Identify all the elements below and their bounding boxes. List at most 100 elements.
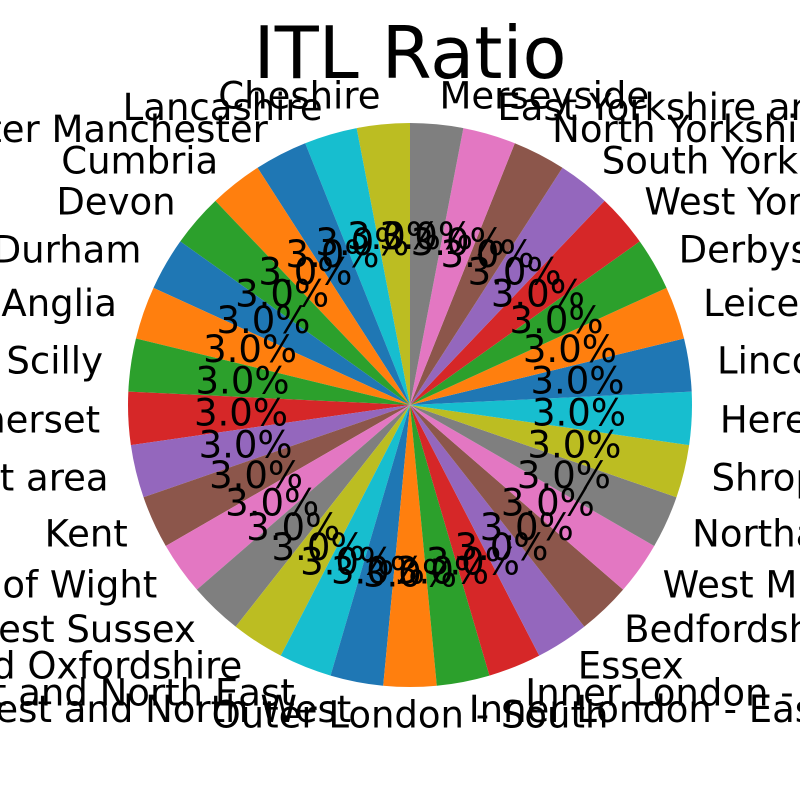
- slice-label: Northamptonshire: [692, 512, 800, 555]
- percent-label: 3.0%: [441, 233, 535, 276]
- percent-label: 3.0%: [315, 221, 409, 264]
- pie-slice-east-yorkshire-and-northern-lincolnshire: [410, 128, 515, 405]
- slice-label: Lincolnshire: [717, 339, 800, 382]
- pie-slice-bedfordshire-and-hertfordshire: [410, 405, 624, 627]
- pie-slice-essex: [410, 405, 585, 656]
- percent-label: 3.0%: [331, 550, 425, 593]
- percent-label: 3.0%: [216, 299, 310, 342]
- pie-slice-hampshire-and-isle-of-wight-area: [130, 405, 410, 498]
- slice-label: East Anglia: [0, 282, 117, 325]
- slice-label: Derbyshire and Nottinghamshire: [679, 228, 800, 271]
- slice-label: Kent: [45, 512, 128, 555]
- pie-slice-greater-manchester: [257, 143, 410, 405]
- pie-slice-shropshire-and-staffordshire: [410, 405, 690, 498]
- percent-label: 3.0%: [194, 392, 288, 435]
- slice-label: Isle of Wight: [0, 563, 157, 606]
- slice-label: Herefordshire, Worcestershire and Warwic…: [720, 398, 800, 441]
- percent-label: 3.0%: [363, 553, 457, 596]
- pie-slice-cumbria: [215, 167, 410, 405]
- slice-label: Essex: [578, 644, 684, 687]
- percent-label: 3.0%: [209, 454, 303, 497]
- slice-label: Bedfordshire and Hertfordshire: [624, 608, 800, 651]
- pie-slice-cheshire: [356, 123, 410, 405]
- slice-label: Devon: [56, 180, 175, 223]
- pie-slice-outer-london-east-and-north-east: [280, 405, 410, 676]
- pie-slice-inner-london-east: [410, 405, 490, 686]
- pie-slices: [128, 123, 692, 687]
- percent-label: 3.0%: [480, 506, 574, 549]
- slice-label: Outer London - West and North West: [0, 688, 351, 731]
- percent-label: 3.0%: [285, 233, 379, 276]
- slice-label: East Yorkshire and Northern Lincolnshire: [497, 86, 800, 129]
- percent-label: 3.0%: [395, 550, 489, 593]
- slice-label: West Midlands: [663, 563, 800, 606]
- percent-label: 3.0%: [517, 454, 611, 497]
- pie-slice-west-sussex: [196, 405, 410, 627]
- percent-label: 3.0%: [199, 423, 293, 466]
- pie-slice-berkshire-buckinghamshire-and-oxfordshire: [235, 405, 410, 656]
- pie-slice-devon: [180, 200, 410, 405]
- percent-label: 3.0%: [203, 328, 297, 371]
- percent-label: 3.0%: [532, 392, 626, 435]
- pie-slice-leicestershire-rutland-and-northamptonshire: [410, 287, 685, 405]
- pie-slice-east-anglia: [135, 287, 410, 405]
- pie-slice-south-yorkshire: [410, 167, 605, 405]
- slice-label: Dorset and Somerset: [0, 398, 100, 441]
- percent-labels: 3.0%3.0%3.0%3.0%3.0%3.0%3.0%3.0%3.0%3.0%…: [194, 215, 626, 596]
- percent-label: 3.0%: [258, 250, 352, 293]
- percent-label: 3.0%: [347, 215, 441, 258]
- percent-label: 3.0%: [272, 526, 366, 569]
- slice-label: West Yorkshire: [644, 180, 800, 223]
- slice-labels: CheshireLancashireGreater ManchesterCumb…: [0, 75, 800, 737]
- slice-label: West Sussex: [0, 608, 196, 651]
- pie-slice-herefordshire-worcestershire-and-warwickshire: [410, 391, 692, 446]
- percent-label: 3.0%: [196, 359, 290, 402]
- pie-slice-inner-london-west: [410, 405, 540, 676]
- percent-label: 3.0%: [246, 506, 340, 549]
- percent-label: 3.0%: [379, 215, 473, 258]
- slice-label: Cheshire: [218, 75, 380, 118]
- percent-label: 3.0%: [527, 423, 621, 466]
- pie-slice-merseyside: [410, 123, 464, 405]
- percent-label: 3.0%: [491, 273, 585, 316]
- slice-label: Cornwall and Isles of Scilly: [0, 339, 103, 382]
- slice-label: South Yorkshire: [602, 140, 800, 183]
- pie-slice-derbyshire-and-nottinghamshire: [410, 241, 667, 405]
- pie-slice-kent: [143, 405, 410, 546]
- pie-slice-northamptonshire: [410, 405, 677, 546]
- pie-slice-dorset-and-somerset: [128, 391, 410, 446]
- percent-label: 3.0%: [225, 482, 319, 525]
- slice-label: Outer London - East and North East: [0, 671, 295, 714]
- slice-label: Lancashire: [123, 86, 323, 129]
- pie-slice-outer-london-west-and-north-west: [330, 405, 410, 686]
- pie-slice-west-midlands: [410, 405, 655, 590]
- chart-title: ITL Ratio: [253, 11, 566, 95]
- pie-slice-west-yorkshire: [410, 200, 640, 405]
- slice-label: Leicestershire, Rutland and Northamptons…: [703, 282, 800, 325]
- pie-slice-lincolnshire: [410, 338, 692, 405]
- slice-label: Berkshire, Buckinghamshire and Oxfordshi…: [0, 644, 242, 687]
- pie-slice-lancashire: [305, 128, 410, 405]
- percent-label: 3.0%: [523, 328, 617, 371]
- percent-label: 3.0%: [530, 359, 624, 402]
- pie-slice-cornwall-and-isles-of-scilly: [128, 338, 411, 405]
- slice-label: Inner London - East: [469, 688, 800, 731]
- slice-label: Durham: [0, 228, 141, 271]
- percent-label: 3.0%: [454, 526, 548, 569]
- pie-slice-outer-london-south: [383, 405, 437, 687]
- percent-label: 3.0%: [510, 299, 604, 342]
- slice-label: Inner London - West: [525, 671, 800, 714]
- pie-slice-isle-of-wight: [165, 405, 410, 590]
- slice-label: Cumbria: [61, 140, 218, 183]
- percent-label: 3.0%: [411, 221, 505, 264]
- pie-slice-durham: [153, 241, 411, 405]
- percent-label: 3.0%: [235, 273, 329, 316]
- slice-label: Greater Manchester: [0, 108, 269, 151]
- slice-label: Outer London - South: [212, 694, 609, 737]
- slice-label: Hampshire and Isle of Wight area: [0, 457, 109, 500]
- slice-label: North Yorkshire: [552, 108, 800, 151]
- slice-label: Merseyside: [439, 75, 649, 118]
- pie-slice-north-yorkshire: [410, 143, 563, 405]
- percent-label: 3.0%: [426, 541, 520, 584]
